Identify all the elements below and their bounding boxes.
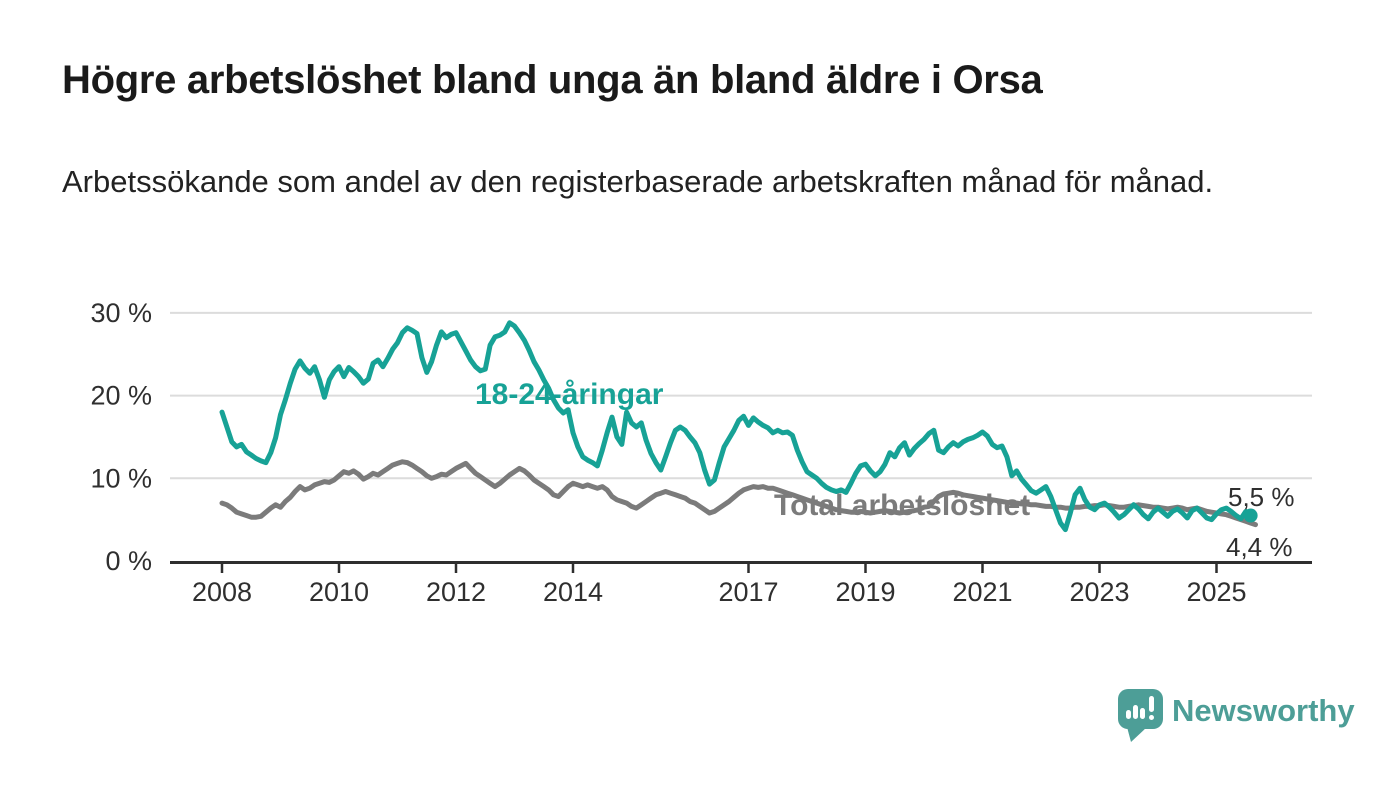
- logo-exclamation-icon: [1149, 696, 1154, 712]
- y-axis-tick-label: 0 %: [105, 546, 152, 576]
- x-axis-tick-label: 2023: [1069, 577, 1129, 607]
- series-end-value-label: 5,5 %: [1228, 482, 1295, 512]
- newsworthy-logo-icon: [1118, 689, 1163, 742]
- y-axis-tick-label: 30 %: [90, 298, 152, 328]
- series-line-young: [219, 320, 1254, 533]
- logo-bar-3: [1140, 708, 1145, 719]
- y-axis-tick-label: 20 %: [90, 381, 152, 411]
- x-axis-tick-label: 2019: [835, 577, 895, 607]
- logo-bar-1: [1126, 710, 1131, 719]
- x-axis-tick-label: 2008: [192, 577, 252, 607]
- series-label-total: Total arbetslöshet: [774, 489, 1030, 522]
- series-line-total: [219, 459, 1258, 528]
- x-axis-tick-label: 2010: [309, 577, 369, 607]
- newsworthy-wordmark: Newsworthy: [1172, 693, 1355, 728]
- x-axis-tick-label: 2017: [718, 577, 778, 607]
- x-axis-tick-label: 2014: [543, 577, 603, 607]
- x-axis-tick-label: 2012: [426, 577, 486, 607]
- y-axis-tick-label: 10 %: [90, 463, 152, 493]
- series-end-dot: [1243, 508, 1258, 523]
- x-axis-tick-label: 2021: [952, 577, 1012, 607]
- series-end-value-label: 4,4 %: [1226, 532, 1293, 562]
- newsworthy-logo: Newsworthy: [1112, 682, 1362, 749]
- series-label-young: 18-24-åringar: [475, 378, 664, 411]
- chart-subtitle: Arbetssökande som andel av den registerb…: [62, 164, 1214, 199]
- x-axis-tick-label: 2025: [1186, 577, 1246, 607]
- chart-title: Högre arbetslöshet bland unga än bland ä…: [62, 58, 1043, 102]
- logo-bar-2: [1133, 705, 1138, 719]
